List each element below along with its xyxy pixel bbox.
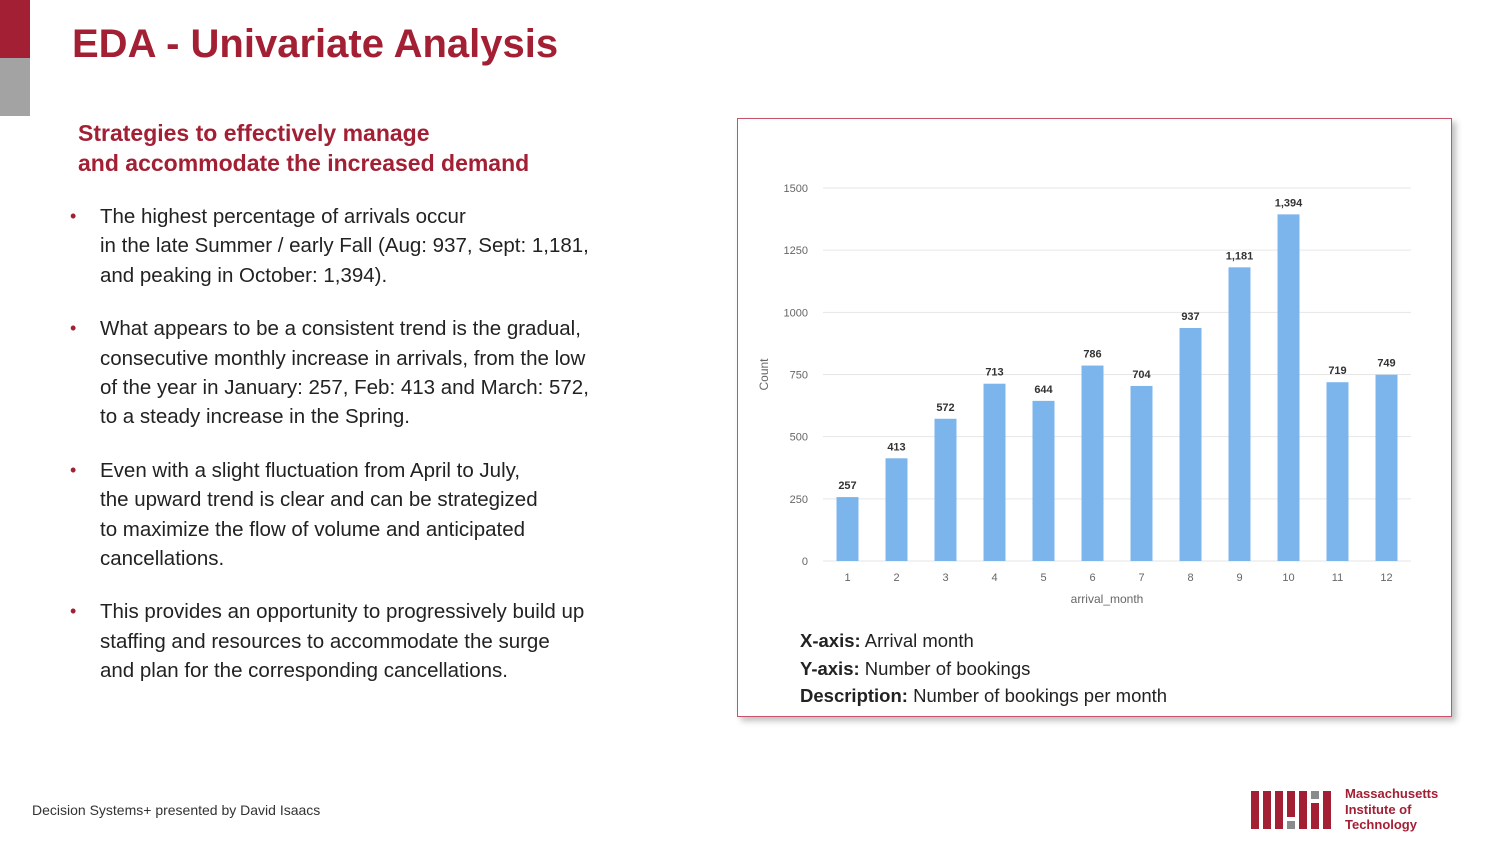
- slide-title: EDA - Univariate Analysis: [72, 22, 559, 66]
- y-tick-label: 500: [790, 432, 808, 444]
- x-tick-label: 9: [1236, 572, 1242, 584]
- chart-captions: X-axis: Arrival month Y-axis: Number of …: [800, 627, 1167, 710]
- bullet-text-line: of the year in January: 257, Feb: 413 an…: [100, 376, 589, 400]
- y-tick-label: 0: [802, 556, 808, 568]
- caption-label: X-axis:: [800, 630, 861, 651]
- chart-panel: 0 250 500 750 1000 1250 1500 257 1 413 2 572 3 713 4 64…: [737, 118, 1452, 717]
- data-label: 719: [1328, 365, 1346, 377]
- bar: [1228, 267, 1251, 561]
- mit-wordmark-line: Technology: [1345, 817, 1417, 832]
- subtitle-line: Strategies to effectively manage: [78, 120, 430, 146]
- bar: [885, 458, 908, 561]
- bar-chart: 0 250 500 750 1000 1250 1500 257 1 413 2 572 3 713 4 64…: [757, 183, 1411, 606]
- accent-bar-red: [0, 0, 30, 58]
- bullet-text-line: consecutive monthly increase in arrivals…: [100, 346, 586, 370]
- x-tick-label: 11: [1332, 572, 1343, 584]
- bullet-text-line: to maximize the flow of volume and antic…: [100, 517, 526, 541]
- x-tick-label: 7: [1138, 572, 1144, 584]
- data-label: 749: [1377, 358, 1395, 370]
- x-axis-title: arrival_month: [1071, 592, 1144, 606]
- y-tick-label: 1250: [784, 245, 808, 257]
- caption-description: Description: Number of bookings per mont…: [800, 682, 1167, 710]
- data-label: 1,394: [1275, 197, 1303, 209]
- x-tick-label: 2: [893, 572, 899, 584]
- bullet-text-line: This provides an opportunity to progress…: [100, 600, 585, 624]
- bullet-text-line: The highest percentage of arrivals occur: [100, 205, 466, 228]
- y-tick-label: 250: [790, 494, 808, 506]
- data-label: 786: [1083, 349, 1101, 361]
- bullet-text-line: staffing and resources to accommodate th…: [100, 629, 550, 653]
- data-label: 257: [838, 480, 856, 492]
- bar: [1326, 382, 1349, 561]
- x-tick-label: 6: [1089, 572, 1095, 584]
- x-tick-label: 3: [942, 572, 948, 584]
- x-tick-label: 4: [991, 572, 997, 584]
- mit-logo-icon: [1251, 791, 1331, 829]
- x-tick-label: 5: [1040, 572, 1046, 584]
- slide-subtitle: Strategies to effectively manage and acc…: [78, 118, 678, 178]
- bullet-list: • The highest percentage of arrivals occ…: [70, 202, 690, 710]
- bar: [1179, 327, 1202, 561]
- bullet-text-line: Even with a slight fluctuation from Apri…: [100, 458, 521, 482]
- bullet-text-line: cancellations.: [100, 547, 225, 571]
- bar: [1032, 400, 1055, 561]
- bullet-icon: •: [70, 459, 77, 480]
- bullet-item: • This provides an opportunity to progre…: [70, 597, 690, 685]
- bullet-text-line: What appears to be a consistent trend is…: [100, 317, 581, 341]
- data-label: 644: [1034, 384, 1053, 396]
- caption-text: Number of bookings per month: [913, 685, 1168, 706]
- bullet-text-line: and peaking in October: 1,394).: [100, 263, 388, 287]
- bullet-text-line: and plan for the corresponding cancellat…: [100, 659, 508, 683]
- bar: [836, 497, 859, 561]
- bullet-icon: •: [70, 318, 77, 339]
- y-tick-label: 1000: [784, 307, 808, 319]
- y-tick-label: 1500: [784, 183, 808, 195]
- caption-x-axis: X-axis: Arrival month: [800, 627, 1167, 655]
- bullet-text-line: in the late Summer / early Fall (Aug: 93…: [100, 234, 589, 258]
- data-label: 937: [1181, 311, 1199, 323]
- caption-y-axis: Y-axis: Number of bookings: [800, 655, 1167, 683]
- bar: [934, 418, 957, 561]
- bullet-item: • The highest percentage of arrivals occ…: [70, 202, 690, 290]
- mit-wordmark-line: Institute of: [1345, 801, 1412, 817]
- y-tick-label: 750: [790, 370, 808, 382]
- bullet-item: • Even with a slight fluctuation from Ap…: [70, 456, 690, 574]
- x-tick-label: 8: [1187, 572, 1193, 584]
- footer-credit: Decision Systems+ presented by David Isa…: [32, 802, 321, 818]
- mit-wordmark-line: Massachusetts: [1345, 786, 1439, 801]
- x-tick-label: 10: [1282, 572, 1294, 584]
- bar: [1277, 214, 1300, 561]
- bullet-text-line: to a steady increase in the Spring.: [100, 405, 410, 429]
- caption-text: Arrival month: [864, 630, 974, 651]
- y-axis-title: Count: [757, 358, 771, 391]
- bullet-icon: •: [70, 601, 77, 622]
- accent-bar-gray: [0, 58, 30, 116]
- mit-wordmark: Massachusetts Institute of Technology: [1345, 786, 1438, 833]
- x-tick-label: 12: [1380, 572, 1392, 584]
- bar: [1081, 365, 1104, 561]
- x-tick-label: 1: [844, 572, 850, 584]
- bullet-item: • What appears to be a consistent trend …: [70, 314, 690, 432]
- bullet-text-line: the upward trend is clear and can be str…: [100, 488, 538, 512]
- data-label: 572: [936, 402, 954, 414]
- data-label: 1,181: [1226, 250, 1254, 262]
- caption-label: Description:: [800, 685, 908, 706]
- bar: [983, 383, 1006, 561]
- caption-text: Number of bookings: [864, 657, 1031, 679]
- bar: [1130, 385, 1153, 561]
- data-label: 713: [985, 367, 1003, 379]
- data-label: 413: [887, 441, 905, 453]
- caption-label: Y-axis:: [800, 657, 860, 679]
- subtitle-line: and accommodate the increased demand: [78, 150, 530, 176]
- bar: [1375, 374, 1398, 561]
- data-label: 704: [1132, 369, 1151, 381]
- bullet-icon: •: [70, 206, 77, 226]
